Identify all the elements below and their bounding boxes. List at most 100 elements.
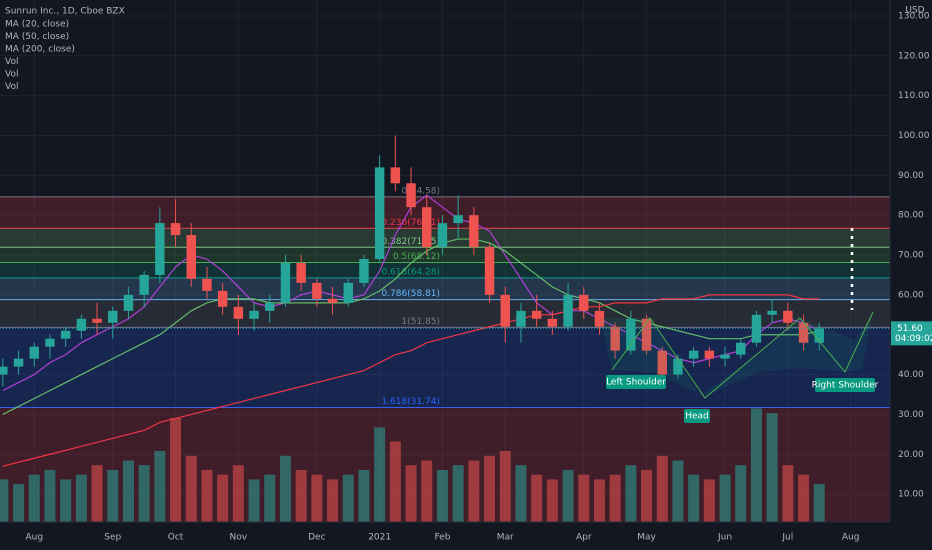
volume-bar — [185, 455, 197, 522]
candle-body — [736, 342, 746, 355]
volume-bar — [578, 474, 590, 522]
volume-bar — [656, 455, 668, 522]
volume-bar — [91, 465, 103, 522]
volume-bar — [154, 451, 166, 522]
candle-body — [547, 318, 558, 327]
fib-band — [0, 277, 890, 300]
candle-body — [453, 215, 463, 224]
x-tick-label: Oct — [168, 533, 184, 543]
candle-body — [45, 338, 55, 347]
y-tick-label: 10.00 — [898, 490, 924, 500]
annotation: Right Shoulder — [812, 381, 879, 391]
fib-label: 1(51.85) — [401, 317, 440, 327]
y-tick-label: 20.00 — [898, 450, 924, 460]
candle-body — [704, 350, 715, 359]
candle-body — [390, 167, 401, 184]
volume-bar — [562, 469, 574, 522]
volume-bar — [28, 474, 40, 522]
volume-bar — [44, 469, 56, 522]
annotation: Left Shoulder — [606, 378, 666, 388]
fib-label: 0.382(71.95) — [381, 237, 440, 247]
fib-band — [0, 247, 890, 263]
volume-bar — [813, 484, 825, 522]
volume-bar — [436, 469, 448, 522]
annotation-box — [815, 378, 875, 392]
volume-bar — [138, 465, 150, 522]
volume-bar — [484, 455, 496, 522]
volume-bar — [264, 474, 276, 522]
x-tick-label: Aug — [25, 533, 43, 543]
candle-body — [0, 366, 8, 375]
volume-bar — [750, 408, 762, 522]
volume-bar — [0, 479, 9, 522]
legend-entry: MA (50, close) — [5, 32, 69, 42]
volume-bar — [389, 441, 401, 522]
x-tick-label: Jul — [781, 533, 793, 543]
candle-body — [437, 223, 448, 248]
fib-label: 0(84.58) — [401, 186, 440, 196]
volume-bar — [358, 469, 370, 522]
volume-bar — [798, 474, 810, 522]
volume-bar — [342, 474, 354, 522]
candle-body — [202, 278, 212, 291]
volume-bar — [766, 413, 778, 522]
candle-body — [500, 294, 510, 327]
candle-body — [233, 306, 244, 319]
candle-body — [814, 328, 824, 343]
volume — [0, 408, 825, 522]
y-tick-label: 60.00 — [898, 290, 924, 300]
volume-bar — [499, 451, 511, 522]
candle-body — [516, 310, 526, 327]
x-tick-label: Dec — [308, 533, 325, 543]
candle-body — [374, 167, 385, 260]
candle-body — [422, 207, 432, 248]
last-price-tag — [891, 321, 932, 346]
legend-entry: Vol — [5, 82, 18, 92]
volume-bar — [295, 469, 307, 522]
volume-bar — [374, 427, 386, 522]
x-tick-label: Nov — [230, 533, 248, 543]
fib-label: 0.618(64.28) — [381, 267, 440, 277]
candle-body — [359, 259, 369, 283]
candle-body — [798, 322, 809, 343]
y-tick-label: 80.00 — [898, 211, 924, 221]
candle-body — [657, 350, 667, 375]
volume-bar — [546, 479, 558, 522]
volume-bar — [593, 479, 605, 522]
candle-body — [531, 310, 542, 319]
fib-label: 0.236(76.71) — [381, 218, 440, 228]
candle-body — [767, 310, 777, 315]
y-tick-label: 100.00 — [898, 131, 930, 141]
candle-body — [484, 247, 495, 295]
candle-body — [249, 310, 259, 319]
fib-label: 0.786(58.81) — [381, 289, 440, 299]
volume-bar — [452, 465, 464, 522]
candle-body — [60, 330, 71, 339]
axis-labels: 10.0020.0030.0040.0050.0060.0070.0080.00… — [25, 11, 929, 542]
candles — [0, 135, 824, 387]
candle-body — [280, 262, 291, 303]
volume-bar — [60, 479, 72, 522]
volume-bar — [217, 474, 229, 522]
fib-band — [0, 196, 890, 229]
pattern-line — [611, 311, 874, 399]
y-tick-label: 30.00 — [898, 410, 924, 420]
y-tick-label: 70.00 — [898, 251, 924, 261]
candle-body — [123, 294, 134, 311]
volume-bar — [688, 474, 700, 522]
legend-title: Sunrun Inc., 1D, Cboe BZX — [5, 7, 125, 17]
volume-bar — [735, 465, 747, 522]
candle-body — [406, 183, 416, 208]
volume-bar — [782, 465, 794, 522]
legend-entry: MA (20, close) — [5, 20, 69, 30]
candle-body — [29, 346, 39, 359]
fib-band — [0, 299, 890, 328]
candle-body — [673, 358, 683, 375]
fib-label: 1.618(31.74) — [381, 397, 440, 407]
candle-body — [76, 318, 87, 331]
candle-body — [170, 223, 181, 236]
candle-body — [783, 310, 793, 323]
candle-body — [139, 274, 149, 295]
